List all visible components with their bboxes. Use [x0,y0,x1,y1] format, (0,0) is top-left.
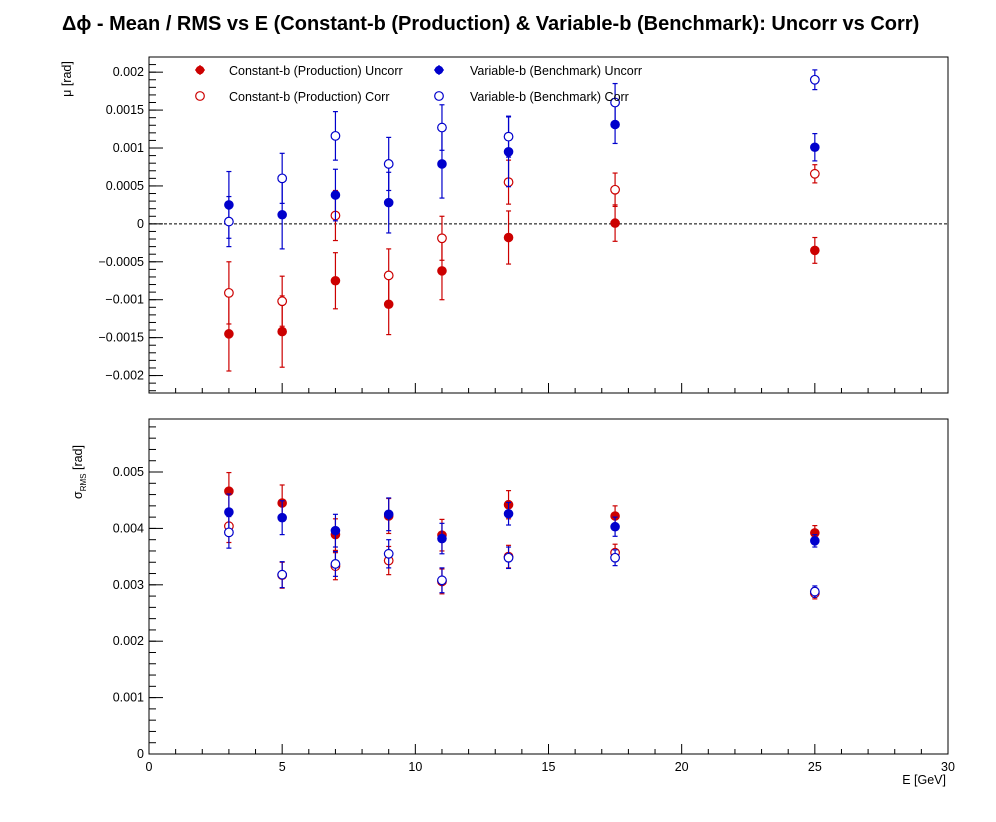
x-axis-label: E [GeV] [902,773,946,787]
x-tick-label: 15 [542,760,556,774]
x-tick-label: 30 [941,760,955,774]
data-point [809,586,820,597]
data-point [810,536,820,546]
data-point [503,508,514,519]
x-tick-label: 5 [279,760,286,774]
series-constant-b-production-corr [223,159,820,327]
y-tick-label: 0.001 [113,691,144,705]
data-point [610,521,620,532]
series-constant-b-production-uncorr [224,471,820,552]
y-tick-label: −0.002 [105,369,144,383]
data-point [223,527,234,538]
data-point [809,168,820,179]
data-point [277,326,287,337]
legend-label: Constant-b (Production) Corr [229,90,389,104]
data-point [277,209,287,220]
plot-frame [148,56,949,394]
data-point [809,74,820,85]
data-point [503,232,514,243]
legend-entry: Constant-b (Production) Uncorr [195,64,403,78]
data-point [277,296,288,307]
data-point [277,173,288,184]
legend-entry: Variable-b (Benchmark) Uncorr [434,64,642,78]
data-point [437,575,447,586]
data-point [224,329,234,339]
legend-marker [195,65,205,75]
data-point [383,159,394,169]
series-variable-b-benchmark-corr [223,515,820,598]
x-tick-label: 25 [808,760,822,774]
data-point [330,525,341,536]
data-point [610,552,620,563]
legend-marker [434,91,444,101]
data-point [383,509,394,520]
data-point [810,245,820,256]
data-point [224,507,234,517]
series-variable-b-benchmark-corr [223,69,820,248]
series-variable-b-benchmark-uncorr [224,493,820,555]
y-tick-label: −0.0015 [98,331,144,345]
y-tick-label: 0.0015 [106,103,144,117]
legend-label: Constant-b (Production) Uncorr [229,64,403,78]
data-point [383,197,394,208]
y-tick-label: −0.001 [105,293,144,307]
y-tick-label: 0.001 [113,141,144,155]
y-tick-label: −0.0005 [98,255,144,269]
data-point [437,533,447,544]
top-panel: −0.002 −0.0015 −0.001 −0.0005 0 0.0005 0.001 0.… [60,56,949,394]
data-point [330,559,341,569]
legend-label: Variable-b (Benchmark) Uncorr [470,64,642,78]
y-axis-label-symbol: σ [71,491,85,499]
y-tick-label: 0.004 [113,521,144,535]
legend-entry: Variable-b (Benchmark) Corr [434,90,629,104]
x-tick-label: 0 [146,760,153,774]
legend-entry: Constant-b (Production) Corr [195,90,389,104]
data-point [437,159,447,169]
y-tick-label: 0 [137,747,144,761]
data-point [810,142,820,153]
series-constant-b-production-corr [223,509,820,600]
data-point [610,97,620,108]
data-point [503,131,514,142]
data-point [330,190,341,200]
data-point [437,233,447,244]
series-variable-b-benchmark-uncorr [224,104,820,250]
data-point [610,184,620,195]
y-tick-label: 0.002 [113,65,144,79]
data-point [330,275,341,286]
legend: Constant-b (Production) Uncorr Constant-b… [195,64,642,104]
plot-frame [148,418,949,755]
y-tick-label: 0.003 [113,578,144,592]
data-point [383,548,394,559]
series-constant-b-production-uncorr [224,204,820,372]
data-point [437,266,447,276]
bottom-panel: 0 0.001 0.002 0.003 0.004 0.005 0 5 10 15 20 25 30 σR… [71,418,955,787]
data-point [223,287,234,298]
y-axis-label-unit: [rad] [71,445,85,474]
chart-title: Δϕ - Mean / RMS vs E (Constant-b (Produc… [62,13,919,35]
x-tick-label: 20 [675,760,689,774]
data-point [330,130,341,141]
y-tick-label: 0.002 [113,634,144,648]
data-point [610,218,620,228]
data-point [223,216,234,227]
legend-marker [434,65,444,75]
y-tick-label: 0 [137,217,144,231]
data-point [277,569,288,580]
x-tick-label: 10 [408,760,422,774]
y-axis-label-subscript: RMS [79,474,88,492]
legend-marker [195,91,205,101]
data-point [503,552,514,563]
y-axis-label: σRMS [rad] [71,445,88,499]
y-tick-label: 0.0005 [106,179,144,193]
data-point [383,270,394,281]
y-tick-label: 0.005 [113,465,144,479]
legend-label: Variable-b (Benchmark) Corr [470,90,629,104]
y-axis-label: μ [rad] [60,61,74,97]
data-point [277,512,287,523]
data-point [437,122,447,133]
